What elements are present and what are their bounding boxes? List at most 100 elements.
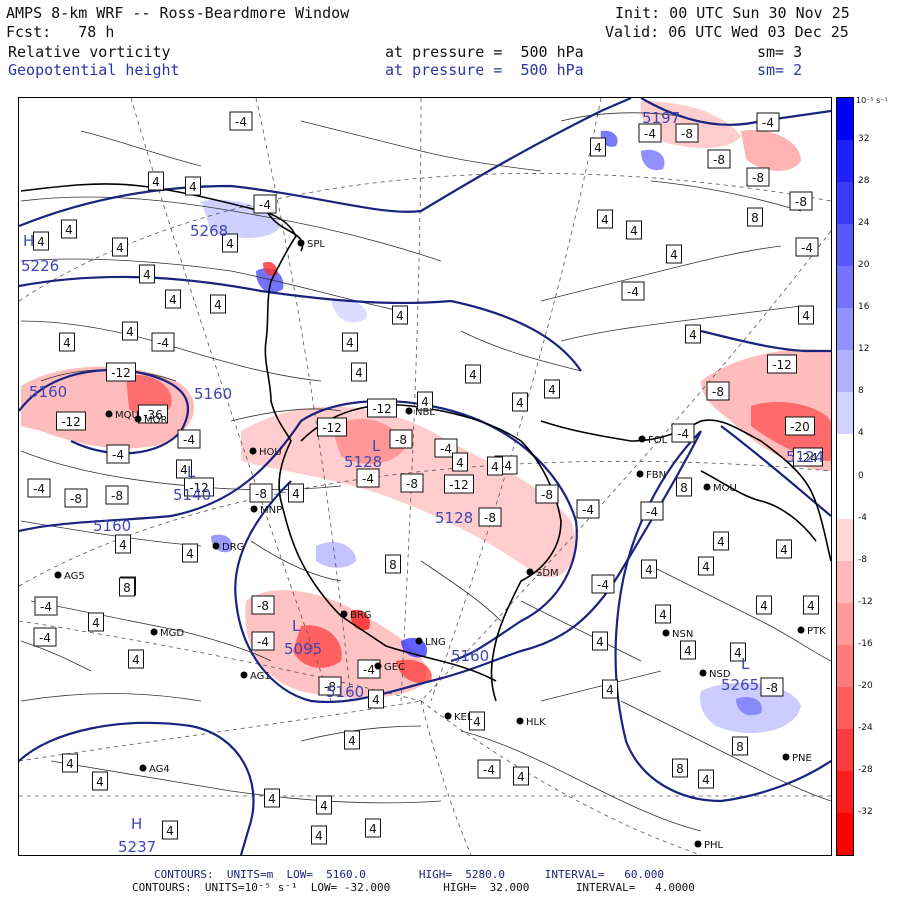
pressure-center-label: H (131, 815, 142, 833)
vorticity-contour-label: -4 (434, 438, 458, 458)
svg-text:SDM: SDM (536, 568, 559, 579)
colorbar-tick-label: -8 (858, 554, 867, 565)
svg-text:8: 8 (680, 481, 688, 495)
svg-text:MOR: MOR (144, 415, 167, 426)
pressure-center-label: L (187, 463, 196, 481)
height-contour-label: 5226 (21, 257, 59, 275)
pos-vort-tam-2 (263, 261, 278, 276)
colorbar-tick-label: 32 (858, 134, 870, 145)
pressure-center-label: H (23, 232, 34, 250)
svg-text:MOU: MOU (713, 483, 737, 494)
svg-text:4: 4 (734, 646, 742, 660)
svg-text:-8: -8 (324, 680, 336, 694)
vorticity-contour-label: 4 (666, 244, 682, 264)
vorticity-contour-label: -12 (367, 398, 397, 418)
height-contour-ne (640, 98, 831, 126)
vorticity-contour-label: 4 (590, 137, 606, 157)
svg-text:-8: -8 (752, 171, 764, 185)
vorticity-contour-label: -4 (151, 332, 175, 352)
height-contour-label: 5095 (284, 640, 322, 658)
svg-text:NSN: NSN (672, 629, 693, 640)
pos-vort-east-plateau (331, 299, 367, 323)
height-contour-east-loop (614, 430, 831, 803)
colorbar-segment (837, 266, 853, 309)
svg-text:KEL: KEL (454, 712, 473, 723)
vorticity-contour-label: 4 (713, 531, 729, 551)
svg-text:4: 4 (369, 822, 377, 836)
svg-text:-4: -4 (627, 285, 639, 299)
vorticity-contour-label: 4 (112, 237, 128, 257)
colorbar-tick-label: -16 (858, 638, 873, 649)
svg-text:4: 4 (65, 223, 73, 237)
svg-text:-12: -12 (61, 415, 81, 429)
vorticity-contour-label: -4 (756, 112, 780, 132)
valid-time: Valid: 06 UTC Wed 03 Dec 25 (605, 23, 849, 41)
svg-text:NBL: NBL (415, 407, 435, 418)
svg-text:4: 4 (517, 770, 525, 784)
vorticity-contour-label: -4 (640, 501, 664, 521)
neg-vort-core-center (331, 418, 406, 464)
vorticity-contour-label: 4 (115, 534, 131, 554)
pressure-center-label: L (741, 655, 750, 673)
height-contour-east-2 (720, 425, 831, 517)
svg-text:DRG: DRG (222, 542, 244, 553)
colorbar-tick-label: -12 (858, 596, 873, 607)
svg-text:4: 4 (166, 824, 174, 838)
height-contour-label: 5160 (29, 383, 67, 401)
svg-text:-8: -8 (541, 488, 553, 502)
neg-vort-core-south (293, 625, 342, 668)
vorticity-contour-label: 8 (672, 758, 688, 778)
svg-text:4: 4 (659, 608, 667, 622)
vorticity-contour-label: -8 (400, 473, 424, 493)
field2-smoothing: sm= 2 (757, 61, 803, 79)
svg-text:-4: -4 (597, 578, 609, 592)
height-labels: 5160 5160 5160 5140 5128 5128 5160 5160 5095 5265… (21, 109, 824, 855)
station-marker: LNG (415, 637, 446, 648)
colorbar-segment (837, 224, 853, 267)
vorticity-contour-label: -4 (33, 627, 57, 647)
svg-text:4: 4 (346, 336, 354, 350)
vorticity-contour-label: -4 (477, 759, 501, 779)
vorticity-contour-label: -8 (760, 677, 784, 697)
colorbar (836, 97, 854, 856)
station-marker: HOU (249, 447, 282, 458)
vorticity-contour-label: 4 (59, 332, 75, 352)
colorbar-tick-label: 28 (858, 176, 870, 187)
svg-text:MQU: MQU (115, 410, 139, 421)
station-marker: MGD (150, 628, 184, 639)
field1-level: at pressure = 500 hPa (385, 43, 584, 61)
svg-text:4: 4 (670, 248, 678, 262)
map-panel: -4 4 4 -4 4 4 4 4 4 4 4 4 4 -4 4 4 4 4 4 4 4 -12 -12 -36 -4 -4 4 -4… (18, 97, 832, 856)
vorticity-contour-label: 4 (344, 730, 360, 750)
colorbar-segment (837, 644, 853, 688)
svg-text:MGD: MGD (160, 628, 184, 639)
vorticity-contour-label: -8 (478, 507, 502, 527)
station-marker: MOU (703, 483, 737, 494)
vorticity-contour-label: -12 (56, 411, 86, 431)
svg-text:-4: -4 (362, 472, 374, 486)
vorticity-contour-label: 4 (351, 362, 367, 382)
vorticity-contour-label: 4 (122, 321, 138, 341)
svg-text:4: 4 (126, 325, 134, 339)
height-contour-label: 5268 (190, 222, 228, 240)
colorbar-segment (837, 602, 853, 646)
svg-text:FBN: FBN (646, 470, 666, 481)
vorticity-contour-label: 8 (119, 577, 135, 597)
svg-text:4: 4 (186, 547, 194, 561)
field1-smoothing: sm= 3 (757, 43, 803, 61)
svg-text:4: 4 (268, 792, 276, 806)
svg-text:AG1: AG1 (250, 671, 271, 682)
colorbar-segment (837, 728, 853, 772)
height-contour-5160-ross (234, 430, 702, 704)
vorticity-contour-label: -4 (621, 281, 645, 301)
plot-title: AMPS 8-km WRF -- Ross-Beardmore Window (6, 4, 350, 22)
vorticity-contour-label: -8 (707, 149, 731, 169)
vorticity-contour-label: 4 (655, 604, 671, 624)
vorticity-contour-label: 4 (756, 595, 772, 615)
svg-text:4: 4 (355, 366, 363, 380)
vorticity-contour-label: 4 (176, 459, 192, 479)
svg-text:-4: -4 (33, 482, 45, 496)
colorbar-tick-label: 12 (858, 344, 870, 355)
vorticity-contour-label: -24 (793, 447, 823, 467)
colorbar-segment (837, 98, 853, 141)
